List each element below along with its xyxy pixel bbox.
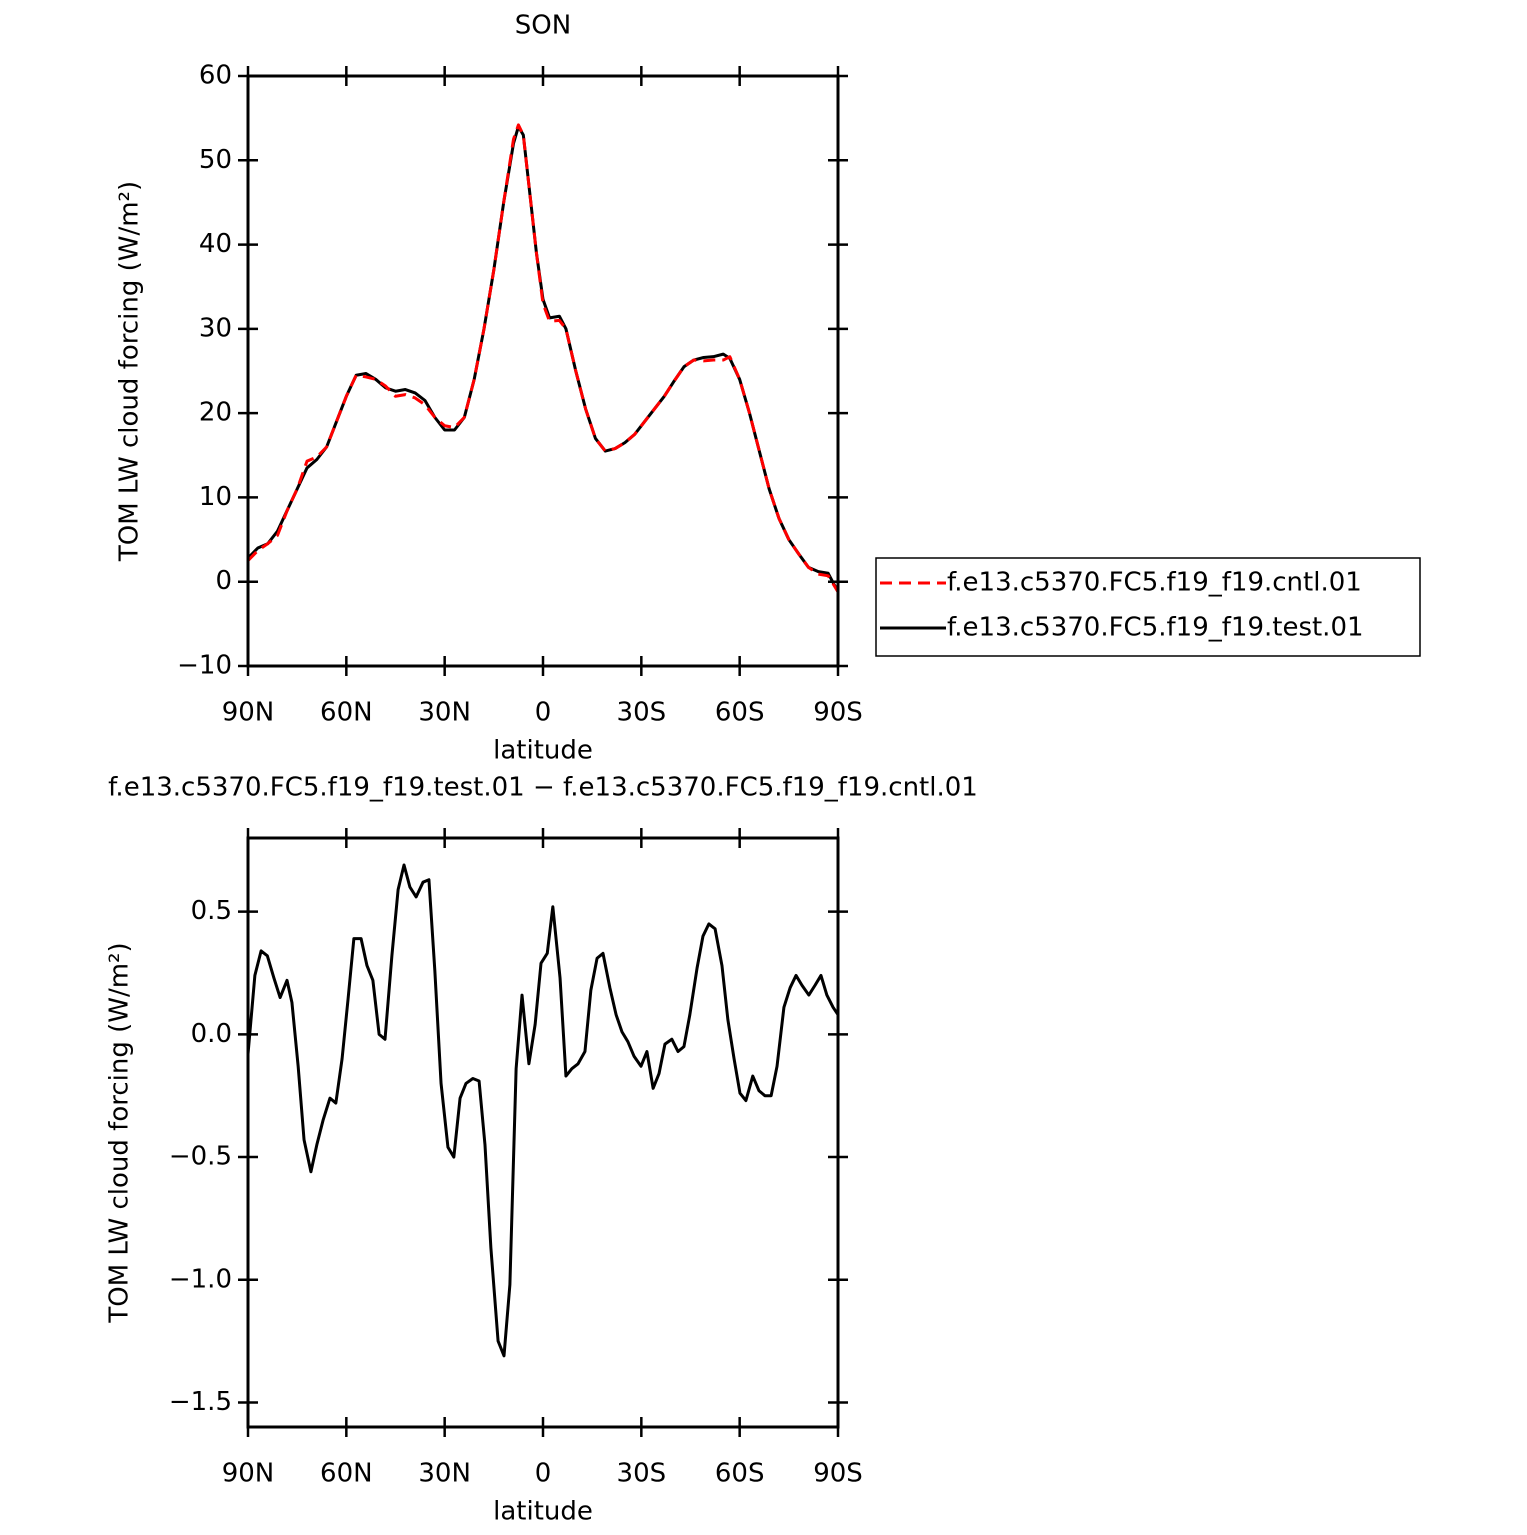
x-tick-label: 90N <box>222 698 275 728</box>
y-tick-label: 0 <box>215 566 232 596</box>
y-tick-label: 10 <box>199 482 232 512</box>
chart-title: SON <box>515 11 571 41</box>
data-line <box>246 123 840 593</box>
y-tick-label: 20 <box>199 398 232 428</box>
x-tick-label: 90S <box>813 1459 863 1489</box>
x-tick-label: 60S <box>715 1459 765 1489</box>
y-tick-label: −10 <box>177 651 232 681</box>
legend-label: f.e13.c5370.FC5.f19_f19.cntl.01 <box>947 568 1362 598</box>
x-tick-label: 60N <box>320 1459 373 1489</box>
chart-title: f.e13.c5370.FC5.f19_f19.test.01 − f.e13.… <box>108 773 978 803</box>
x-tick-label: 0 <box>535 698 552 728</box>
y-tick-label: 50 <box>199 145 232 175</box>
legend-box <box>875 557 1421 657</box>
x-tick-label: 90S <box>813 698 863 728</box>
x-tick-label: 60N <box>320 698 373 728</box>
plot-frame <box>246 836 840 1429</box>
x-tick-label: 0 <box>535 1459 552 1489</box>
y-axis-label: TOM LW cloud forcing (W/m²) <box>115 181 145 562</box>
legend-label: f.e13.c5370.FC5.f19_f19.test.01 <box>947 613 1364 643</box>
y-tick-label: −0.5 <box>169 1142 232 1172</box>
y-axis-label: TOM LW cloud forcing (W/m²) <box>105 942 135 1323</box>
plot-frame <box>246 74 840 668</box>
data-line <box>246 125 840 593</box>
x-tick-label: 30S <box>617 1459 667 1489</box>
y-tick-label: 60 <box>199 61 232 91</box>
x-axis-label: latitude <box>493 736 593 766</box>
y-tick-label: −1.0 <box>169 1264 232 1294</box>
y-tick-label: 0.0 <box>191 1019 232 1049</box>
x-tick-label: 30N <box>418 1459 471 1489</box>
x-axis-label: latitude <box>493 1497 593 1527</box>
data-line <box>246 863 840 1358</box>
y-tick-label: 40 <box>199 229 232 259</box>
y-tick-label: 30 <box>199 313 232 343</box>
x-tick-label: 90N <box>222 1459 275 1489</box>
y-tick-label: −1.5 <box>169 1387 232 1417</box>
x-tick-label: 60S <box>715 698 765 728</box>
x-tick-label: 30S <box>617 698 667 728</box>
x-tick-label: 30N <box>418 698 471 728</box>
y-tick-label: 0.5 <box>191 896 232 926</box>
